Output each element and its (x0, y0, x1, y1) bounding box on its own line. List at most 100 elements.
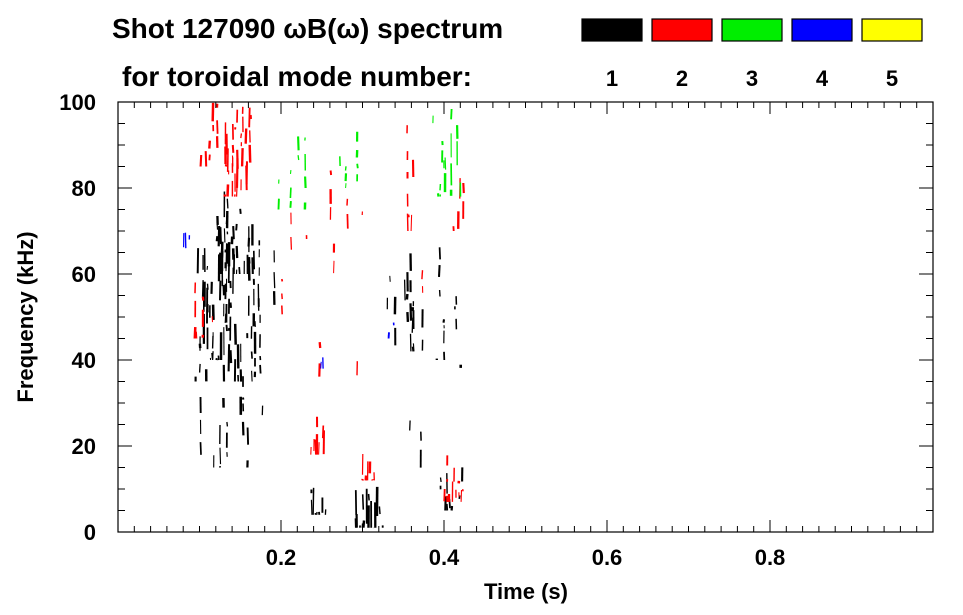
spectrum-mark-mode-1 (411, 346, 415, 352)
spectrum-mark-mode-3 (297, 155, 300, 161)
spectrum-mark-mode-1 (312, 487, 315, 515)
axis-ticks (118, 102, 933, 532)
legend-label-mode-4: 4 (816, 66, 829, 91)
spectrum-mark-mode-2 (204, 151, 208, 167)
spectrum-mark-mode-3 (356, 163, 359, 169)
spectrum-mark-mode-1 (439, 477, 442, 482)
spectrum-mark-mode-1 (217, 225, 221, 247)
spectrum-mark-mode-2 (248, 144, 252, 163)
spectrum-mark-mode-1 (215, 357, 219, 361)
spectrum-mark-mode-1 (362, 520, 366, 528)
legend-swatch-mode-4 (791, 18, 853, 42)
spectrum-mark-mode-1 (225, 243, 228, 272)
spectrum-mark-mode-1 (233, 323, 237, 345)
spectrum-mark-mode-2 (248, 107, 251, 128)
x-tick-label: 0.2 (266, 545, 297, 570)
spectrum-mark-mode-1 (310, 499, 313, 515)
spectrum-mark-mode-1 (273, 272, 276, 289)
spectrum-mark-mode-1 (442, 319, 446, 323)
spectrum-mark-mode-1 (201, 280, 204, 297)
spectrum-mark-mode-2 (462, 182, 465, 194)
spectrum-mark-mode-2 (410, 214, 413, 232)
spectrum-mark-mode-1 (226, 198, 229, 209)
spectrum-mark-mode-1 (367, 493, 370, 501)
spectrum-mark-mode-1 (219, 227, 222, 245)
legend-swatch-mode-2 (651, 18, 713, 42)
spectrum-mark-mode-2 (235, 158, 239, 188)
x-axis-label: Time (s) (484, 579, 568, 604)
spectrum-mark-mode-3 (344, 166, 347, 171)
y-axis-label: Frequency (kHz) (13, 231, 38, 402)
spectrum-mark-mode-1 (438, 247, 441, 260)
spectrum-mark-mode-1 (405, 293, 409, 300)
spectrum-mark-mode-2 (208, 140, 211, 149)
spectrum-mark-mode-3 (444, 157, 447, 170)
spectrum-mark-mode-1 (227, 344, 231, 372)
spectrum-points (183, 102, 465, 529)
spectrum-mark-mode-2 (406, 214, 410, 218)
spectrum-mark-mode-2 (329, 170, 333, 176)
spectrum-mark-mode-1 (226, 421, 229, 427)
legend-swatch-mode-5 (861, 18, 923, 42)
spectrum-mark-mode-1 (378, 506, 381, 515)
spectrum-mark-mode-2 (244, 128, 248, 144)
y-tick-label: 100 (59, 90, 96, 115)
spectrum-mark-mode-2 (216, 120, 219, 134)
spectrum-mark-mode-1 (225, 324, 228, 332)
spectrum-mark-mode-1 (361, 494, 365, 510)
spectrum-mark-mode-2 (240, 148, 244, 167)
mode-legend: 1 2 3 4 5 (581, 18, 923, 91)
spectrum-mark-mode-1 (211, 351, 214, 361)
spectrum-mark-mode-2 (199, 154, 203, 167)
spectrum-mark-mode-2 (226, 184, 230, 197)
spectrum-mark-mode-1 (247, 260, 251, 281)
y-tick-label: 20 (72, 434, 96, 459)
spectrum-mark-mode-1 (246, 427, 250, 445)
legend-swatch-mode-3 (721, 18, 783, 42)
spectrum-mark-mode-2 (231, 144, 235, 153)
legend-label-mode-1: 1 (606, 66, 618, 91)
spectrum-mark-mode-1 (437, 265, 441, 277)
x-tick-label: 0.8 (755, 545, 786, 570)
spectrum-mark-mode-1 (251, 370, 253, 382)
y-tick-label: 80 (72, 176, 96, 201)
spectrum-mark-mode-1 (412, 343, 415, 352)
spectrum-mark-mode-1 (259, 364, 262, 374)
legend-label-mode-2: 2 (676, 66, 688, 91)
y-tick-label: 40 (72, 348, 96, 373)
spectrum-mark-mode-1 (409, 303, 413, 321)
chart-subtitle: for toroidal mode number: (122, 61, 472, 92)
spectrum-mark-mode-3 (289, 201, 292, 208)
spectrum-mark-mode-1 (198, 363, 201, 373)
spectrum-mark-mode-4 (320, 361, 322, 369)
spectrum-mark-mode-1 (215, 235, 219, 242)
spectrum-mark-mode-1 (403, 279, 406, 301)
spectrum-mark-mode-1 (445, 503, 449, 511)
axis-tick-labels: 0.2 0.4 0.6 0.8 0 20 40 60 80 100 (59, 90, 785, 570)
legend-label-mode-3: 3 (746, 66, 758, 91)
spectrum-mark-mode-1 (406, 312, 410, 322)
spectrum-mark-mode-1 (238, 267, 241, 275)
spectrum-mark-mode-1 (223, 228, 226, 243)
spectrum-mark-mode-1 (235, 223, 238, 231)
y-tick-label: 60 (72, 262, 96, 287)
legend-label-mode-5: 5 (886, 66, 898, 91)
legend-swatch-mode-1 (581, 18, 643, 42)
spectrum-mark-mode-1 (199, 442, 202, 455)
spectrum-mark-mode-2 (361, 478, 364, 481)
plot-area: 0.2 0.4 0.6 0.8 0 20 40 60 80 100 (59, 90, 934, 570)
spectrum-mark-mode-3 (304, 176, 307, 189)
spectrum-mark-mode-1 (229, 350, 233, 364)
spectrum-mark-mode-3 (297, 136, 300, 151)
spectrum-mark-mode-2 (421, 270, 424, 280)
spectrum-mark-mode-2 (193, 327, 197, 339)
spectrum-mark-mode-2 (318, 442, 320, 455)
spectrum-mark-mode-1 (219, 447, 222, 465)
spectrum-mark-mode-3 (450, 108, 453, 120)
y-tick-label: 0 (84, 520, 96, 545)
x-tick-label: 0.6 (592, 545, 623, 570)
spectrum-mark-mode-3 (289, 187, 292, 199)
spectrum-mark-mode-1 (229, 302, 233, 309)
spectrum-mark-mode-2 (318, 342, 322, 349)
